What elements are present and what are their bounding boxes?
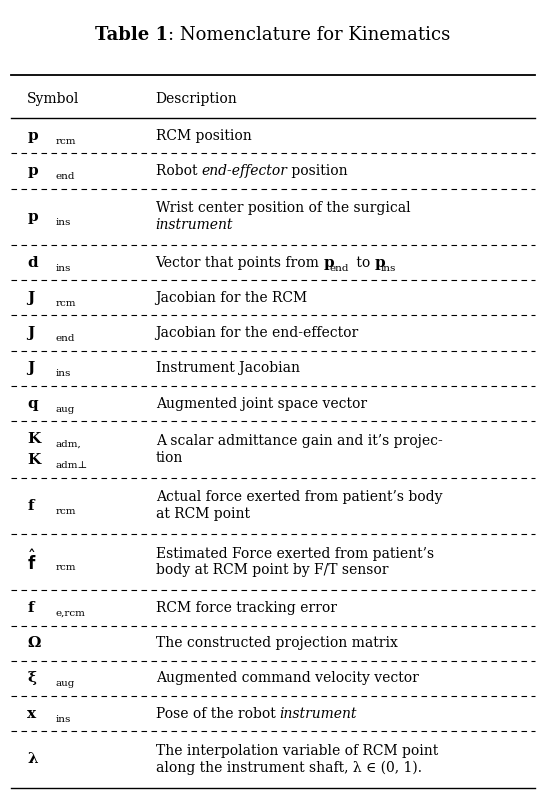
Text: Symbol: Symbol bbox=[27, 92, 80, 106]
Text: Wrist center position of the surgical: Wrist center position of the surgical bbox=[156, 201, 410, 215]
Text: ins: ins bbox=[56, 715, 71, 724]
Text: A scalar admittance gain and it’s projec-: A scalar admittance gain and it’s projec… bbox=[156, 434, 442, 448]
Text: Table 1: Table 1 bbox=[96, 26, 168, 44]
Text: Actual force exerted from patient’s body: Actual force exerted from patient’s body bbox=[156, 490, 442, 504]
Text: ins: ins bbox=[56, 218, 71, 227]
Text: tion: tion bbox=[156, 451, 183, 464]
Text: J: J bbox=[27, 290, 34, 305]
Text: p: p bbox=[27, 128, 38, 143]
Text: f: f bbox=[27, 601, 34, 615]
Text: at RCM point: at RCM point bbox=[156, 507, 250, 521]
Text: aug: aug bbox=[56, 405, 75, 413]
Text: Instrument Jacobian: Instrument Jacobian bbox=[156, 361, 300, 375]
Text: ins: ins bbox=[56, 263, 71, 273]
Text: Ω: Ω bbox=[27, 636, 40, 650]
Text: end: end bbox=[56, 172, 75, 181]
Text: The interpolation variable of RCM point: The interpolation variable of RCM point bbox=[156, 744, 438, 758]
Text: adm,: adm, bbox=[56, 440, 81, 449]
Text: Estimated Force exerted from patient’s: Estimated Force exerted from patient’s bbox=[156, 547, 434, 561]
Text: Jacobian for the end-effector: Jacobian for the end-effector bbox=[156, 326, 359, 340]
Text: Augmented joint space vector: Augmented joint space vector bbox=[156, 397, 367, 410]
Text: ins: ins bbox=[56, 369, 71, 378]
Text: Pose of the robot: Pose of the robot bbox=[156, 706, 280, 721]
Text: J: J bbox=[27, 361, 34, 375]
Text: instrument: instrument bbox=[280, 706, 357, 721]
Text: end: end bbox=[330, 263, 349, 273]
Text: p: p bbox=[27, 210, 38, 223]
Text: aug: aug bbox=[56, 679, 75, 689]
Text: rcm: rcm bbox=[56, 563, 76, 572]
Text: : Nomenclature for Kinematics: : Nomenclature for Kinematics bbox=[168, 26, 450, 44]
Text: position: position bbox=[287, 164, 348, 178]
Text: p: p bbox=[375, 255, 385, 270]
Text: $\hat{\mathbf{f}}$: $\hat{\mathbf{f}}$ bbox=[27, 550, 37, 575]
Text: Description: Description bbox=[156, 92, 238, 106]
Text: instrument: instrument bbox=[156, 218, 233, 232]
Text: x: x bbox=[27, 706, 37, 721]
Text: end-effector: end-effector bbox=[201, 164, 287, 178]
Text: rcm: rcm bbox=[56, 299, 76, 308]
Text: e,rcm: e,rcm bbox=[56, 609, 86, 618]
Text: adm⊥: adm⊥ bbox=[56, 460, 88, 470]
Text: J: J bbox=[27, 326, 34, 340]
Text: RCM force tracking error: RCM force tracking error bbox=[156, 601, 337, 615]
Text: RCM position: RCM position bbox=[156, 128, 251, 143]
Text: rcm: rcm bbox=[56, 136, 76, 146]
Text: ξ: ξ bbox=[27, 671, 36, 685]
Text: q: q bbox=[27, 397, 38, 410]
Text: Augmented command velocity vector: Augmented command velocity vector bbox=[156, 671, 418, 685]
Text: Vector that points from: Vector that points from bbox=[156, 255, 324, 270]
Text: d: d bbox=[27, 255, 38, 270]
Text: end: end bbox=[56, 334, 75, 343]
Text: to: to bbox=[352, 255, 375, 270]
Text: K: K bbox=[27, 452, 40, 467]
Text: p: p bbox=[324, 255, 335, 270]
Text: Robot: Robot bbox=[156, 164, 201, 178]
Text: rcm: rcm bbox=[56, 507, 76, 516]
Text: λ: λ bbox=[27, 753, 38, 766]
Text: f: f bbox=[27, 499, 34, 513]
Text: The constructed projection matrix: The constructed projection matrix bbox=[156, 636, 397, 650]
Text: Jacobian for the RCM: Jacobian for the RCM bbox=[156, 290, 308, 305]
Text: ins: ins bbox=[381, 263, 396, 273]
Text: body at RCM point by F/T sensor: body at RCM point by F/T sensor bbox=[156, 563, 388, 578]
Text: p: p bbox=[27, 164, 38, 178]
Text: along the instrument shaft, λ ∈ (0, 1).: along the instrument shaft, λ ∈ (0, 1). bbox=[156, 760, 422, 775]
Text: K: K bbox=[27, 432, 40, 446]
